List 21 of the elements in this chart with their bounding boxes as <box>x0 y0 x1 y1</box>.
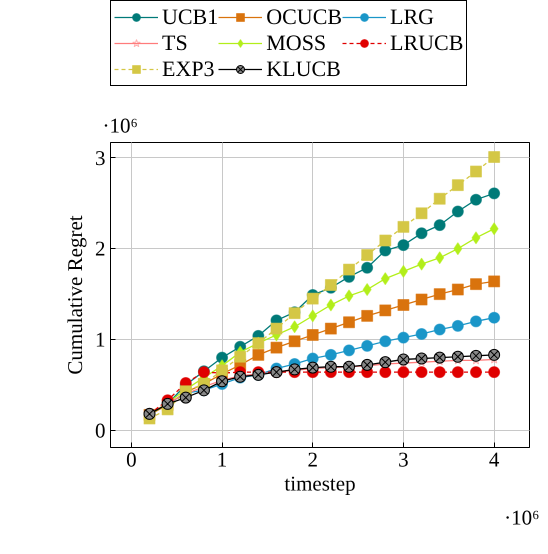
x-tick-label: 3 <box>398 448 409 472</box>
x-tick-label: 1 <box>216 448 228 472</box>
y-axis-title: Cumulative Regret <box>63 215 87 375</box>
x-tick-label: 0 <box>126 448 137 472</box>
legend-label: KLUCB <box>266 56 341 82</box>
y-tick-label: 0 <box>95 418 106 442</box>
legend-label: LRG <box>390 4 434 30</box>
legend-label: UCB1 <box>162 4 218 30</box>
legend-label: TS <box>162 30 188 56</box>
y-tick-label: 2 <box>95 236 106 261</box>
text: ·10⁶ <box>504 506 540 530</box>
x-tick-label: 4 <box>488 448 500 472</box>
legend-label: EXP3 <box>162 56 215 82</box>
legend-label: MOSS <box>266 30 326 56</box>
legend-label: OCUCB <box>266 4 342 30</box>
y-tick-label: 3 <box>95 146 106 170</box>
x-tick-label: 2 <box>307 448 318 472</box>
legend-label: LRUCB <box>390 30 464 56</box>
y-tick-label: 1 <box>95 327 106 352</box>
text: ·10⁶ <box>102 114 138 138</box>
x-axis-title: timestep <box>284 472 356 496</box>
